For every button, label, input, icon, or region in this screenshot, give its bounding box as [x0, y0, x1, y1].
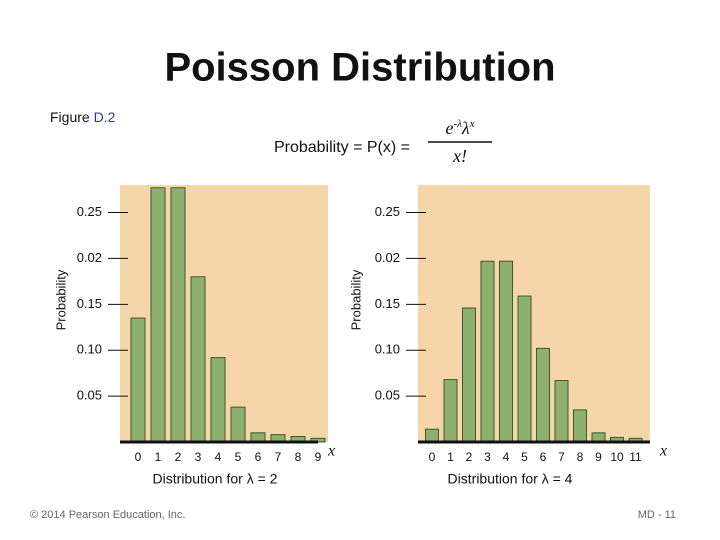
- x-tick-label: 0: [429, 450, 436, 464]
- x-tick-label: 1: [155, 450, 162, 464]
- y-tick-label: 0.25: [77, 204, 102, 219]
- x-tick-label: 8: [577, 450, 584, 464]
- y-axis-label: Probability: [348, 269, 363, 330]
- x-tick-label: 4: [503, 450, 510, 464]
- figure-word: Figure: [50, 109, 90, 125]
- y-axis-label: Probability: [53, 269, 68, 330]
- y-tick-label: 0.25: [375, 204, 400, 219]
- x-tick-label: 9: [315, 450, 322, 464]
- y-tick-label: 0.05: [77, 388, 102, 403]
- y-tick-label: 0.02: [77, 250, 102, 265]
- formula-exp: -λ: [453, 118, 462, 130]
- bar: [170, 187, 186, 443]
- y-tick-label: 0.15: [77, 296, 102, 311]
- formula-numerator: e-λλx: [445, 118, 474, 139]
- x-tick-label: 7: [558, 450, 565, 464]
- bar: [554, 380, 569, 443]
- bar: [210, 357, 226, 443]
- bar: [462, 307, 476, 443]
- x-tick-label: 5: [235, 450, 242, 464]
- x-tick-label: 3: [484, 450, 491, 464]
- slide-title: Poisson Distribution: [164, 46, 555, 90]
- y-tick-label: 0.10: [375, 342, 400, 357]
- x-tick-label: 4: [215, 450, 222, 464]
- bar: [499, 260, 513, 443]
- copyright: © 2014 Pearson Education, Inc.: [30, 509, 185, 521]
- y-tick-label: 0.02: [375, 250, 400, 265]
- x-tick-label: 3: [195, 450, 202, 464]
- figure-number: D.2: [94, 109, 116, 125]
- x-tick-label: 2: [466, 450, 473, 464]
- y-tick-label: 0.10: [77, 342, 102, 357]
- bar: [443, 379, 458, 443]
- x-tick-label: 0: [135, 450, 142, 464]
- formula-text: Probability = P(x) =: [274, 139, 410, 156]
- x-tick-label: 8: [295, 450, 302, 464]
- y-tick-label: 0.05: [375, 388, 400, 403]
- x-axis-label: x: [327, 443, 335, 460]
- bar: [130, 317, 146, 443]
- formula-exp2: x: [469, 118, 475, 130]
- x-tick-label: 1: [447, 450, 454, 464]
- x-tick-label: 10: [610, 450, 624, 464]
- y-tick-label: 0.15: [375, 296, 400, 311]
- bar: [230, 406, 246, 443]
- bar: [480, 260, 495, 443]
- formula-denominator: x!: [452, 146, 467, 166]
- x-tick-label: 9: [595, 450, 602, 464]
- figure-label: Figure D.2: [50, 109, 116, 125]
- formula-lambda: λ: [461, 118, 470, 138]
- chart-title: Distribution for λ = 4: [448, 471, 573, 487]
- bar: [150, 187, 166, 443]
- x-tick-label: 7: [275, 450, 282, 464]
- bar: [536, 347, 550, 443]
- bar: [425, 428, 439, 443]
- bar: [517, 295, 532, 443]
- page-number: MD - 11: [638, 509, 676, 521]
- x-axis-label: x: [659, 443, 667, 460]
- formula-e: e: [445, 118, 453, 138]
- x-tick-label: 6: [540, 450, 547, 464]
- bar: [190, 276, 206, 443]
- bar: [573, 409, 587, 443]
- x-tick-label: 2: [175, 450, 182, 464]
- x-tick-label: 11: [629, 450, 642, 464]
- x-tick-label: 5: [521, 450, 528, 464]
- x-tick-label: 6: [255, 450, 262, 464]
- chart-title: Distribution for λ = 2: [153, 471, 278, 487]
